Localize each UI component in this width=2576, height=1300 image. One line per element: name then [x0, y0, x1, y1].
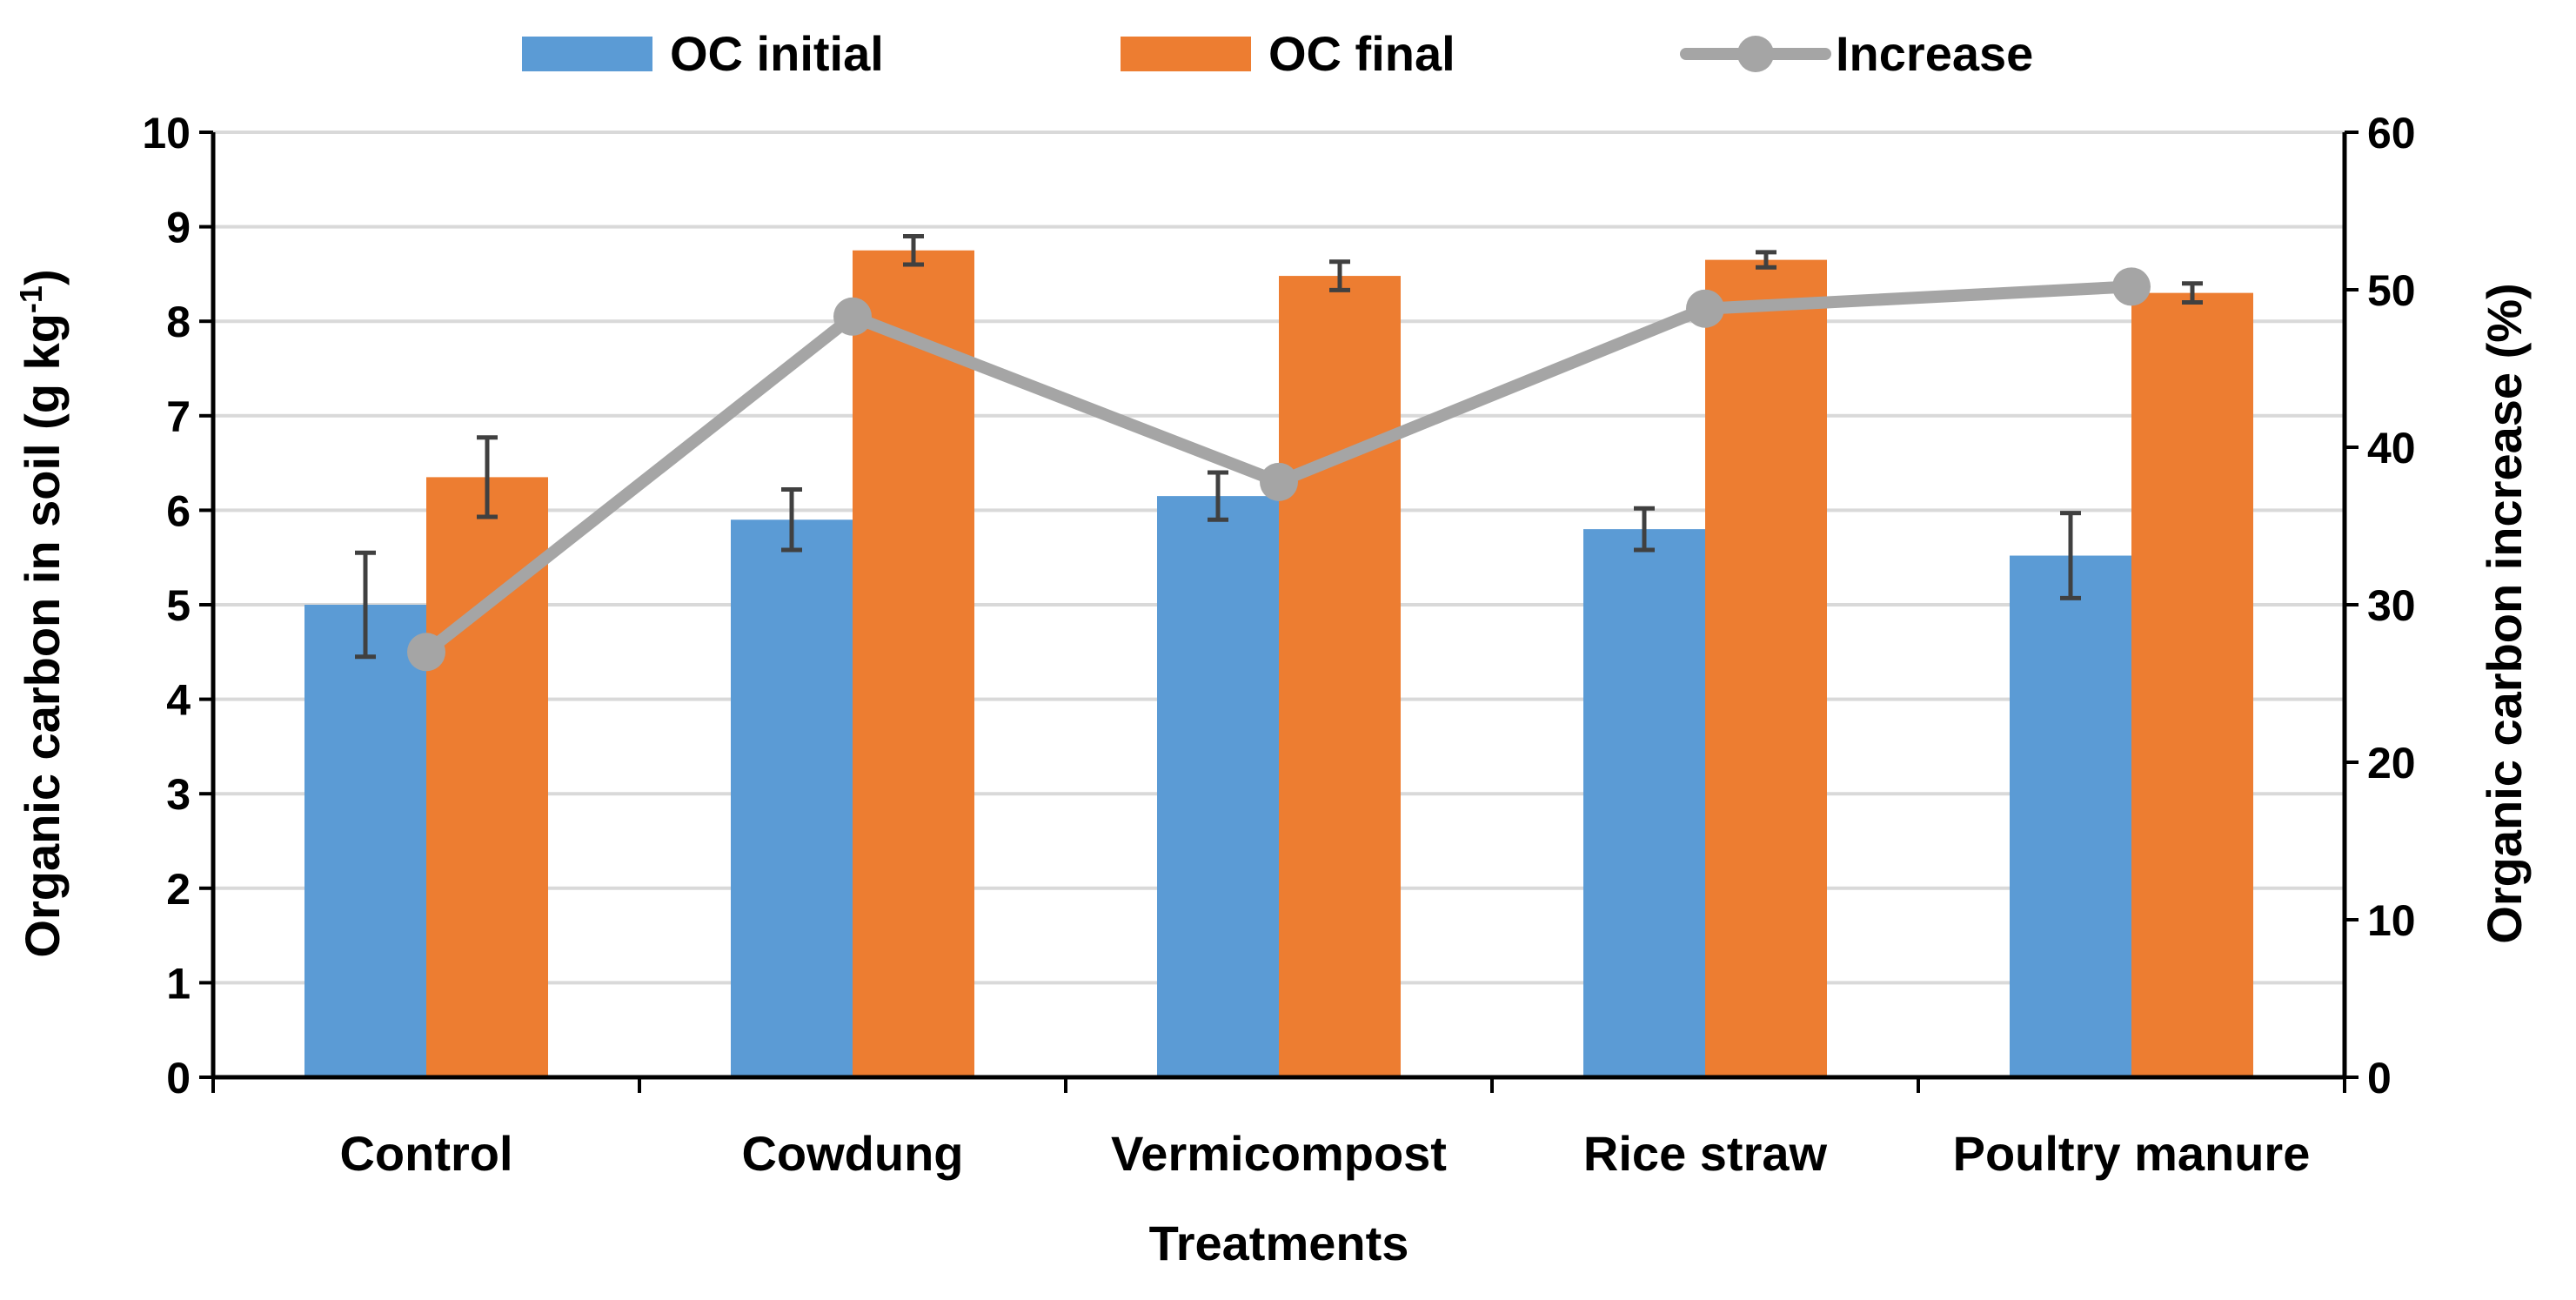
- increase-point-1: [833, 297, 872, 336]
- left-tick-label: 0: [166, 1054, 191, 1102]
- right-tick-label: 10: [2367, 896, 2416, 945]
- increase-point-2: [1260, 462, 1298, 501]
- axes: [199, 131, 2359, 1093]
- x-axis-title: Treatments: [1149, 1216, 1409, 1270]
- bar-oc-initial-0: [304, 605, 426, 1077]
- left-tick-label: 7: [166, 392, 191, 441]
- bar-oc-final-3: [1705, 259, 1827, 1077]
- x-tick-label: Cowdung: [741, 1126, 963, 1181]
- right-tick-label: 50: [2367, 266, 2416, 315]
- legend-swatch-increase-marker: [1737, 36, 1774, 72]
- right-tick-label: 60: [2367, 109, 2416, 157]
- bar-oc-initial-2: [1157, 496, 1279, 1077]
- x-tick-label: Rice straw: [1583, 1126, 1828, 1181]
- left-tick-label: 10: [142, 109, 191, 157]
- right-tick-label: 40: [2367, 424, 2416, 472]
- legend-label-increase: Increase: [1836, 26, 2033, 81]
- right-tick-label: 0: [2367, 1054, 2392, 1102]
- left-axis-title-sup: -1: [13, 285, 49, 313]
- legend: OC initial OC final Increase: [522, 26, 2033, 81]
- increase-point-4: [2112, 267, 2151, 306]
- legend-label-oc-initial: OC initial: [670, 26, 884, 81]
- left-tick-label: 9: [166, 204, 191, 252]
- left-tick-label: 4: [166, 676, 191, 725]
- error-bars: [355, 233, 2203, 660]
- bar-oc-initial-4: [2010, 555, 2131, 1077]
- legend-swatch-oc-initial: [522, 37, 652, 71]
- legend-label-oc-final: OC final: [1268, 26, 1455, 81]
- x-tick-label: Control: [339, 1126, 512, 1181]
- left-tick-label: 3: [166, 770, 191, 819]
- legend-swatch-oc-final: [1121, 37, 1251, 71]
- left-tick-label: 6: [166, 486, 191, 535]
- left-tick-label: 8: [166, 298, 191, 346]
- bar-oc-final-1: [853, 250, 974, 1077]
- bars: [304, 250, 2253, 1077]
- left-tick-label: 5: [166, 581, 191, 630]
- bar-oc-initial-1: [731, 519, 853, 1077]
- increase-point-3: [1686, 289, 1724, 328]
- tick-labels: 0 1 2 3 4 5 6 7 8 9 10 0 10 20 30 40 50 60 Control Cowdung V…: [142, 109, 2415, 1181]
- left-tick-label: 2: [166, 865, 191, 914]
- bar-oc-initial-3: [1583, 529, 1705, 1077]
- increase-point-0: [407, 633, 445, 672]
- left-axis-title: Organic carbon in soil (g kg-1): [13, 269, 70, 957]
- left-axis-title-main: Organic carbon in soil (g kg: [15, 313, 70, 958]
- left-axis-title-close: ): [15, 269, 70, 285]
- x-tick-label: Poultry manure: [1953, 1126, 2311, 1181]
- bar-oc-final-4: [2131, 292, 2253, 1077]
- left-tick-label: 1: [166, 959, 191, 1008]
- right-tick-label: 20: [2367, 739, 2416, 787]
- bar-oc-final-2: [1279, 276, 1401, 1077]
- increase-line-group: [407, 267, 2151, 672]
- x-tick-label: Vermicompost: [1111, 1126, 1447, 1181]
- right-axis-title: Organic carbon increase (%): [2477, 283, 2532, 943]
- right-tick-label: 30: [2367, 581, 2416, 630]
